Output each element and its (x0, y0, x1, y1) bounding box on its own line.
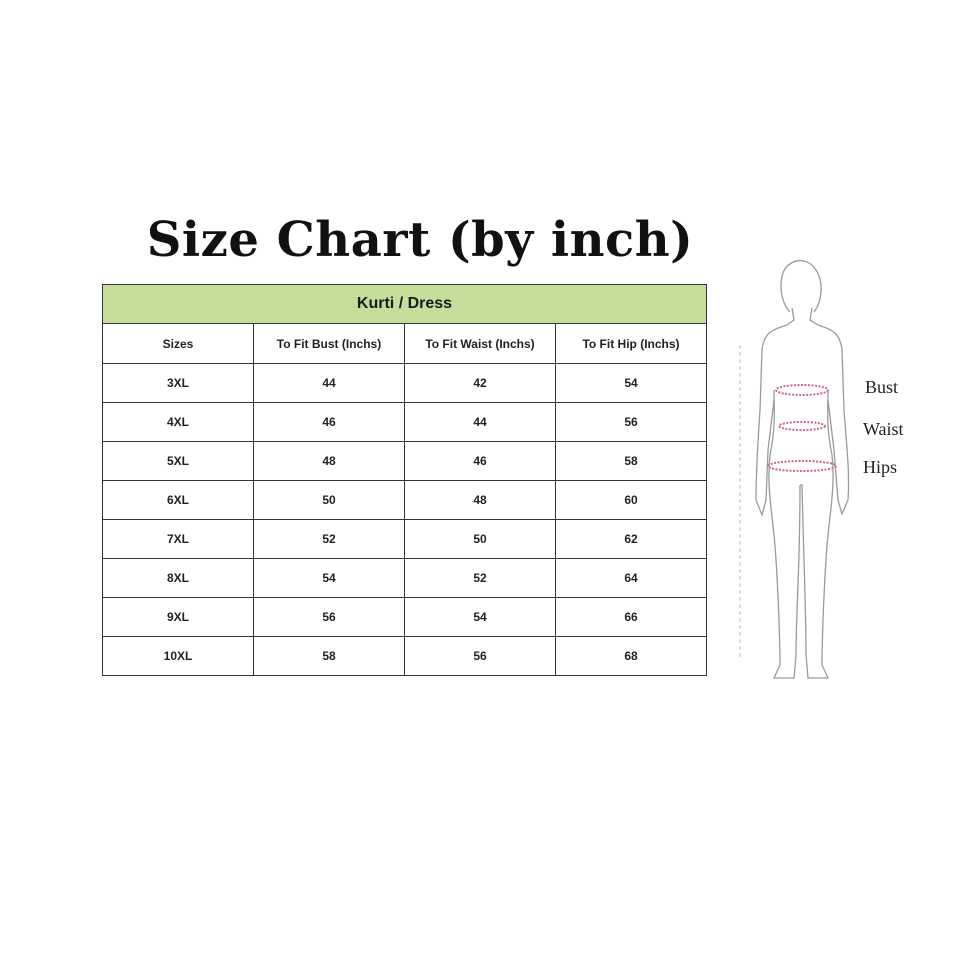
table-cell: 4XL (102, 402, 254, 442)
bust-label: Bust (865, 377, 899, 397)
table-cell: 56 (555, 402, 707, 442)
table-row: 3XL 44 42 54 (102, 363, 707, 403)
body-figure: Bust Waist Hips (730, 250, 930, 695)
table-cell: 48 (404, 480, 556, 520)
table-cell: 54 (253, 558, 405, 598)
table-cell: 54 (404, 597, 556, 637)
table-cell: 9XL (102, 597, 254, 637)
table-row: 5XL 48 46 58 (102, 441, 707, 481)
waist-label: Waist (863, 419, 904, 439)
table-row: 6XL 50 48 60 (102, 480, 707, 520)
table-row: 7XL 52 50 62 (102, 519, 707, 559)
column-header: To Fit Bust (Inchs) (253, 323, 405, 364)
table-cell: 3XL (102, 363, 254, 403)
table-cell: 66 (555, 597, 707, 637)
column-header: To Fit Waist (Inchs) (404, 323, 556, 364)
table-cell: 64 (555, 558, 707, 598)
table-cell: 50 (404, 519, 556, 559)
table-cell: 54 (555, 363, 707, 403)
table-cell: 46 (404, 441, 556, 481)
female-body-outline-icon (739, 259, 850, 679)
column-header-row: Sizes To Fit Bust (Inchs) To Fit Waist (… (102, 323, 707, 364)
column-header: To Fit Hip (Inchs) (555, 323, 707, 364)
table-cell: 8XL (102, 558, 254, 598)
table-cell: 58 (253, 636, 405, 676)
table-row: 4XL 46 44 56 (102, 402, 707, 442)
column-header: Sizes (102, 323, 254, 364)
table-cell: 46 (253, 402, 405, 442)
table-cell: 42 (404, 363, 556, 403)
table-cell: 52 (404, 558, 556, 598)
table-cell: 60 (555, 480, 707, 520)
table-cell: 52 (253, 519, 405, 559)
table-cell: 48 (253, 441, 405, 481)
table-cell: 6XL (102, 480, 254, 520)
table-group-header: Kurti / Dress (102, 284, 707, 324)
table-cell: 56 (404, 636, 556, 676)
page-title: Size Chart (by inch) (146, 212, 694, 268)
table-cell: 44 (253, 363, 405, 403)
table-cell: 44 (404, 402, 556, 442)
table-cell: 7XL (102, 519, 254, 559)
table-cell: 58 (555, 441, 707, 481)
table-cell: 68 (555, 636, 707, 676)
table-cell: 50 (253, 480, 405, 520)
table-cell: 62 (555, 519, 707, 559)
size-table: Kurti / Dress Sizes To Fit Bust (Inchs) … (102, 284, 707, 676)
hips-label: Hips (863, 457, 898, 477)
table-row: 9XL 56 54 66 (102, 597, 707, 637)
table-cell: 10XL (102, 636, 254, 676)
table-row: 10XL 58 56 68 (102, 636, 707, 676)
table-row: 8XL 54 52 64 (102, 558, 707, 598)
table-cell: 5XL (102, 441, 254, 481)
table-cell: 56 (253, 597, 405, 637)
